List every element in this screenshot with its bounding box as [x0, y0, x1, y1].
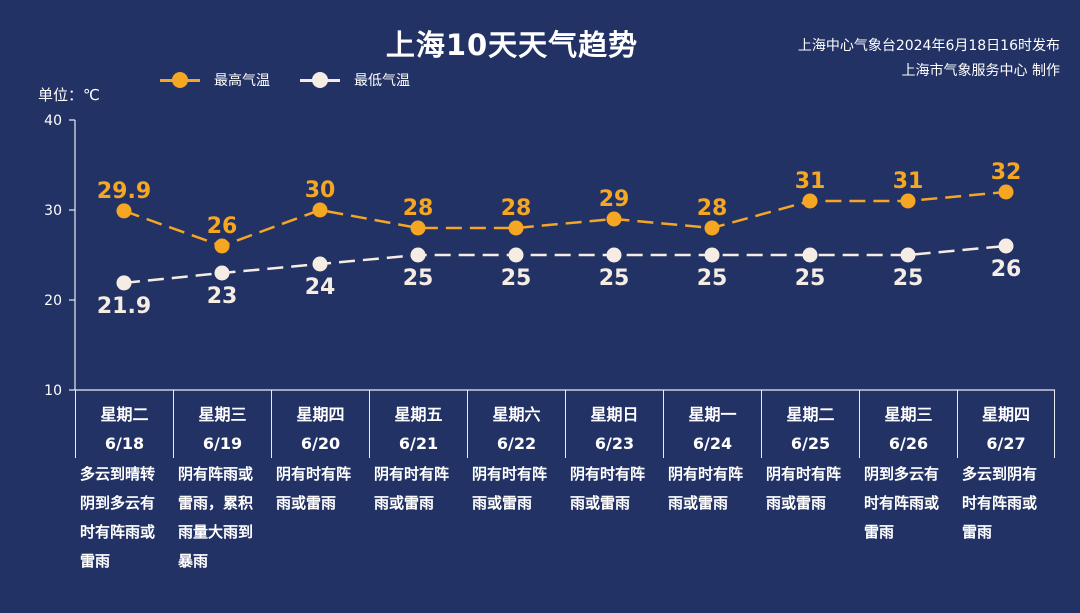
- svg-text:20: 20: [44, 293, 62, 309]
- day-header: 星期四 6/27: [957, 390, 1055, 458]
- svg-text:28: 28: [501, 196, 532, 221]
- weekday: 星期三: [884, 405, 933, 424]
- weekday: 星期四: [981, 405, 1030, 424]
- svg-text:25: 25: [501, 266, 532, 291]
- day-column: 星期五 6/21 阴有时有阵 雨或雷雨: [369, 390, 467, 576]
- day-header: 星期一 6/24: [663, 390, 761, 458]
- day-column: 星期四 6/20 阴有时有阵 雨或雷雨: [271, 390, 369, 576]
- svg-text:31: 31: [893, 169, 924, 194]
- svg-text:29: 29: [599, 187, 630, 212]
- weekday: 星期五: [394, 405, 443, 424]
- weekday: 星期日: [590, 405, 639, 424]
- weekday: 星期三: [198, 405, 247, 424]
- day-header: 星期二 6/25: [761, 390, 859, 458]
- day-column: 星期日 6/23 阴有时有阵 雨或雷雨: [565, 390, 663, 576]
- date: 6/24: [692, 434, 733, 453]
- svg-text:30: 30: [44, 203, 62, 219]
- svg-text:28: 28: [403, 196, 434, 221]
- date: 6/22: [496, 434, 537, 453]
- svg-text:25: 25: [403, 266, 434, 291]
- svg-text:26: 26: [991, 257, 1022, 282]
- svg-text:26: 26: [207, 214, 238, 239]
- day-header: 星期二 6/18: [75, 390, 173, 458]
- day-columns: 星期二 6/18 多云到晴转 阴到多云有 时有阵雨或 雷雨 星期三 6/19 阴有阵雨或 …: [75, 390, 1055, 576]
- day-header: 星期日 6/23: [565, 390, 663, 458]
- date: 6/18: [104, 434, 145, 453]
- date: 6/27: [986, 434, 1026, 453]
- weekday: 星期二: [100, 405, 149, 424]
- svg-text:23: 23: [207, 284, 238, 309]
- chart-title: 上海10天天气趋势: [385, 28, 639, 62]
- producer-info: 上海市气象服务中心 制作: [901, 63, 1060, 79]
- weather-desc: 阴有阵雨或 雷雨，累积 雨量大雨到 暴雨: [178, 465, 254, 570]
- day-header: 星期五 6/21: [369, 390, 467, 458]
- day-column: 星期二 6/25 阴有时有阵 雨或雷雨: [761, 390, 859, 576]
- date: 6/21: [398, 434, 439, 453]
- weather-desc: 多云到阴有 时有阵雨或 雷雨: [962, 465, 1038, 541]
- weather-desc: 阴有时有阵 雨或雷雨: [570, 465, 646, 512]
- svg-text:28: 28: [697, 196, 728, 221]
- svg-text:21.9: 21.9: [97, 294, 151, 319]
- weather-desc: 阴到多云有 时有阵雨或 雷雨: [864, 465, 940, 541]
- day-column: 星期四 6/27 多云到阴有 时有阵雨或 雷雨: [957, 390, 1055, 576]
- svg-text:31: 31: [795, 169, 826, 194]
- legend-item-low: 最低气温: [300, 70, 410, 90]
- date: 6/26: [888, 434, 929, 453]
- date: 6/23: [594, 434, 635, 453]
- unit-label: 单位：℃: [38, 86, 100, 104]
- legend-item-high: 最高气温: [160, 70, 270, 90]
- svg-text:32: 32: [991, 160, 1022, 185]
- day-header: 星期三 6/26: [859, 390, 957, 458]
- svg-text:10: 10: [44, 383, 62, 399]
- day-column: 星期三 6/19 阴有阵雨或 雷雨，累积 雨量大雨到 暴雨: [173, 390, 271, 576]
- day-header: 星期四 6/20: [271, 390, 369, 458]
- day-header: 星期三 6/19: [173, 390, 271, 458]
- legend-label-high: 最高气温: [214, 73, 270, 89]
- day-column: 星期六 6/22 阴有时有阵 雨或雷雨: [467, 390, 565, 576]
- weather-desc: 阴有时有阵 雨或雷雨: [472, 465, 548, 512]
- weather-desc: 阴有时有阵 雨或雷雨: [766, 465, 842, 512]
- legend: 最高气温 最低气温: [160, 70, 410, 90]
- svg-text:24: 24: [305, 275, 336, 300]
- y-tick-labels: 10 20 30 40: [44, 113, 62, 399]
- svg-text:25: 25: [795, 266, 826, 291]
- weekday: 星期一: [688, 405, 737, 424]
- day-column: 星期三 6/26 阴到多云有 时有阵雨或 雷雨: [859, 390, 957, 576]
- series-lines: 29.9 26 30 28 28 29 28 31 31 32 21.9 23 24 25 25 25 25 25…: [97, 160, 1021, 319]
- svg-text:40: 40: [44, 113, 62, 129]
- svg-text:30: 30: [305, 178, 336, 203]
- weather-desc: 阴有时有阵 雨或雷雨: [668, 465, 744, 512]
- weather-desc: 阴有时有阵 雨或雷雨: [276, 465, 352, 512]
- date: 6/20: [300, 434, 341, 453]
- low-line-marker-icon: [300, 71, 340, 88]
- publish-info: 上海中心气象台2024年6月18日16时发布: [797, 38, 1060, 54]
- day-header: 星期六 6/22: [467, 390, 565, 458]
- weather-desc: 多云到晴转 阴到多云有 时有阵雨或 雷雨: [80, 465, 156, 570]
- weather-desc: 阴有时有阵 雨或雷雨: [374, 465, 450, 512]
- svg-text:25: 25: [893, 266, 924, 291]
- high-line-marker-icon: [160, 71, 200, 88]
- svg-text:25: 25: [697, 266, 728, 291]
- weekday: 星期二: [786, 405, 835, 424]
- svg-text:29.9: 29.9: [97, 179, 151, 204]
- date: 6/19: [202, 434, 243, 453]
- day-column: 星期二 6/18 多云到晴转 阴到多云有 时有阵雨或 雷雨: [75, 390, 173, 576]
- day-column: 星期一 6/24 阴有时有阵 雨或雷雨: [663, 390, 761, 576]
- svg-text:25: 25: [599, 266, 630, 291]
- source-info: 上海中心气象台2024年6月18日16时发布 上海市气象服务中心 制作: [798, 34, 1060, 84]
- weekday: 星期六: [492, 405, 541, 424]
- date: 6/25: [790, 434, 831, 453]
- weekday: 星期四: [296, 405, 345, 424]
- legend-label-low: 最低气温: [354, 73, 410, 89]
